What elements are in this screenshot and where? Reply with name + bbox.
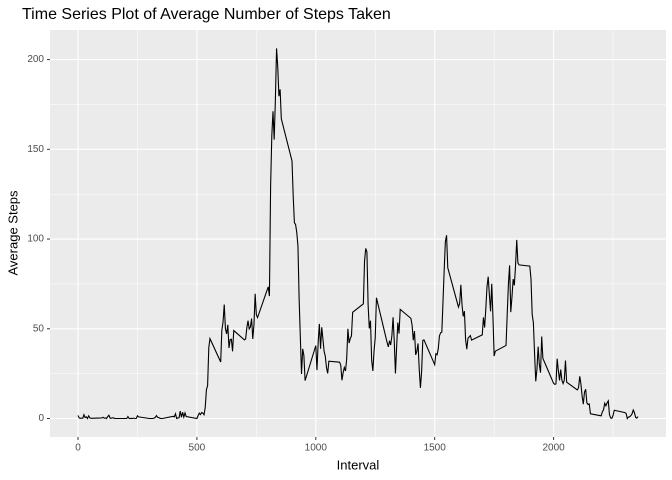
y-tick-label: 0 <box>38 413 44 424</box>
y-axis-title: Average Steps <box>5 190 20 276</box>
x-tick-label: 0 <box>75 443 81 454</box>
x-tick-label: 500 <box>189 443 206 454</box>
y-tick-label: 200 <box>27 54 44 65</box>
chart-title: Time Series Plot of Average Number of St… <box>22 6 391 23</box>
x-tick-label: 1000 <box>305 443 328 454</box>
plot-panel <box>50 30 666 437</box>
y-tick-label: 100 <box>27 234 44 245</box>
x-axis-title: Interval <box>337 457 380 472</box>
y-tick-label: 50 <box>33 323 45 334</box>
y-tick-label: 150 <box>27 144 44 155</box>
x-tick-label: 1500 <box>424 443 447 454</box>
series-line <box>77 48 639 420</box>
x-tick-label: 2000 <box>542 443 565 454</box>
